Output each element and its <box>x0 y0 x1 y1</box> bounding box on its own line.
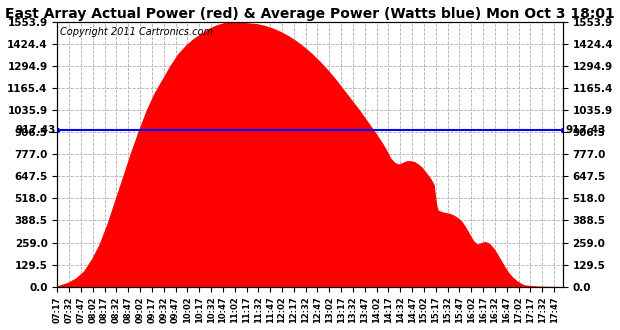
Text: 917.43: 917.43 <box>16 125 56 135</box>
Text: 917.43: 917.43 <box>565 125 606 135</box>
Text: Copyright 2011 Cartronics.com: Copyright 2011 Cartronics.com <box>60 27 213 37</box>
Title: East Array Actual Power (red) & Average Power (Watts blue) Mon Oct 3 18:01: East Array Actual Power (red) & Average … <box>5 7 615 21</box>
